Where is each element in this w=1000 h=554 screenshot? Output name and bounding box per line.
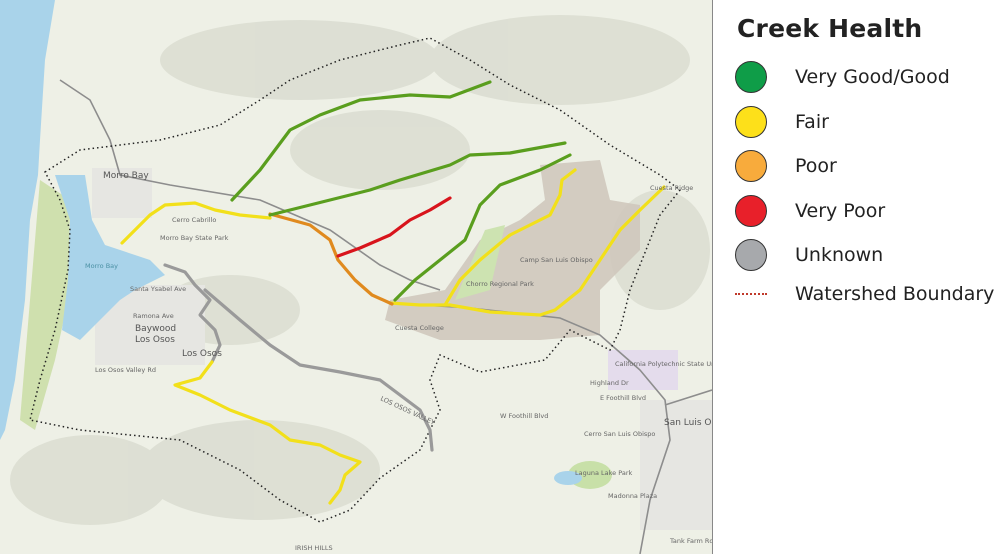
legend-item-fair: Fair [735, 100, 995, 145]
gray-circle-icon [735, 239, 767, 272]
label-santa-ysabel: Santa Ysabel Ave [130, 285, 186, 293]
legend-item-very-good-good: Very Good/Good [735, 55, 995, 100]
legend-label: Fair [795, 110, 829, 133]
legend-item-watershed-boundary: Watershed Boundary [735, 278, 995, 310]
label-morro-bay-water: Morro Bay [85, 262, 118, 270]
legend-item-very-poor: Very Poor [735, 189, 995, 234]
label-morro-bay: Morro Bay [103, 171, 149, 181]
slo-urban [640, 400, 712, 530]
dotted-line-icon [735, 292, 767, 295]
label-cuesta: Cuesta College [395, 324, 444, 332]
watershed-boundary [29, 37, 682, 523]
creek-fair-dairy [443, 168, 577, 307]
yellow-circle-icon [735, 105, 767, 138]
label-irish-hills: IRISH HILLS [295, 544, 333, 552]
label-camp-slo: Camp San Luis Obispo [520, 256, 593, 264]
green-circle-icon [735, 61, 767, 94]
label-baywood: Baywood [135, 324, 176, 334]
legend-label: Unknown [795, 244, 884, 267]
label-laguna: Laguna Lake Park [575, 469, 633, 477]
label-calpoly: California Polytechnic State Univ [615, 360, 713, 368]
creek-fair-chorro [388, 185, 666, 317]
label-highland: Highland Dr [590, 379, 629, 387]
label-cerro-cabrillo: Cerro Cabrillo [172, 216, 216, 224]
creek-poor [268, 212, 394, 306]
label-los-osos-1: Los Osos [135, 335, 175, 345]
label-los-osos-2: Los Osos [182, 349, 222, 359]
creek-fair-south [173, 360, 362, 505]
label-foothill: E Foothill Blvd [600, 394, 646, 402]
watershed-map[interactable]: Morro Bay Morro Bay Baywood Los Osos Los… [0, 0, 713, 554]
dune-preserve [20, 180, 70, 430]
legend-label: Watershed Boundary [795, 282, 995, 305]
label-tank-farm: Tank Farm Rd [669, 537, 713, 545]
morro-bay-water [55, 175, 165, 340]
creek-very-poor [336, 196, 452, 258]
legend-title: Creek Health [737, 14, 923, 43]
label-chorro: Chorro Regional Park [466, 280, 534, 288]
legend-label: Very Poor [795, 199, 886, 222]
laguna-lake [554, 471, 582, 485]
orange-circle-icon [735, 150, 767, 183]
red-circle-icon [735, 194, 767, 227]
legend: Creek Health Very Good/Good Fair Poor Ve… [735, 14, 995, 310]
label-cuesta-ridge: Cuesta Ridge [650, 184, 693, 192]
label-ramona: Ramona Ave [133, 312, 174, 320]
creek-good-2 [268, 141, 567, 217]
creek-good-3 [393, 153, 572, 302]
label-madonna: Madonna Plaza [608, 492, 657, 500]
chorro-park [455, 225, 505, 300]
creek-good-1 [230, 80, 492, 202]
legend-item-poor: Poor [735, 144, 995, 189]
legend-label: Poor [795, 155, 837, 178]
legend-item-unknown: Unknown [735, 233, 995, 278]
creek-unknown-2 [203, 288, 434, 452]
legend-label: Very Good/Good [795, 66, 950, 89]
creek-fair-morro [120, 201, 272, 245]
ocean [0, 0, 55, 440]
creek-unknown-1 [163, 263, 222, 364]
calpoly-area [608, 350, 678, 390]
label-state-park: Morro Bay State Park [160, 234, 229, 242]
label-slo: San Luis Obispo [664, 418, 713, 428]
morro-bay-urban [92, 168, 152, 218]
label-losos-valley-rd: Los Osos Valley Rd [95, 366, 156, 374]
label-w-foothill: W Foothill Blvd [500, 412, 548, 420]
label-cerro-slo: Cerro San Luis Obispo [584, 430, 655, 438]
